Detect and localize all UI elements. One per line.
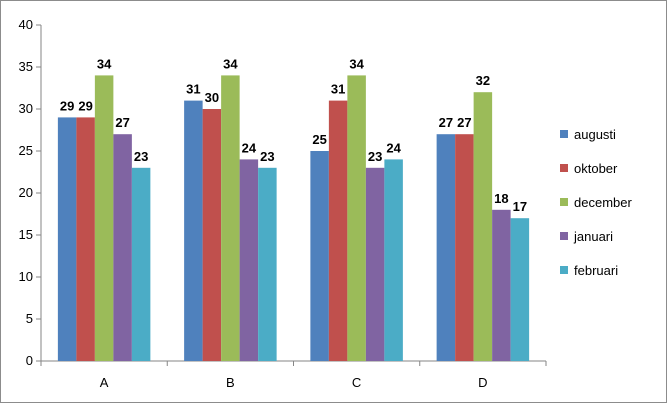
axes: 0 5 10 15 20 25 30 35 40 A B C D: [19, 17, 547, 390]
y-tick-label: 20: [19, 185, 33, 200]
data-label: 31: [186, 82, 200, 97]
bar-februari-C: [384, 159, 403, 361]
bar-augusti-C: [310, 151, 329, 361]
legend-swatch-februari: [560, 266, 568, 274]
x-tick-label: D: [478, 375, 487, 390]
legend: augusti oktober december januari februari: [560, 127, 632, 278]
legend-swatch-augusti: [560, 130, 568, 138]
data-label: 34: [223, 56, 238, 71]
bar-augusti-D: [436, 134, 456, 361]
data-label: 32: [476, 73, 490, 88]
data-label: 34: [97, 56, 112, 71]
bar-december-C: [347, 75, 366, 362]
legend-label: februari: [574, 263, 618, 278]
bar-oktober-B: [202, 109, 222, 361]
data-label: 34: [349, 56, 364, 71]
bar-december-A: [94, 75, 114, 362]
data-label: 23: [260, 149, 274, 164]
legend-label: oktober: [574, 161, 618, 176]
bar-januari-A: [113, 134, 132, 361]
data-label: 25: [312, 132, 326, 147]
y-tick-label: 0: [26, 353, 33, 368]
y-tick-label: 40: [19, 17, 33, 32]
data-label: 27: [115, 115, 129, 130]
data-label: 31: [331, 82, 345, 97]
y-tick-label: 5: [26, 311, 33, 326]
data-label: 27: [439, 115, 453, 130]
bar-december-B: [221, 75, 240, 362]
bar-januari-D: [492, 209, 511, 361]
data-label: 17: [513, 199, 527, 214]
y-tick-label: 25: [19, 143, 33, 158]
bar-augusti-A: [57, 117, 77, 362]
bar-oktober-A: [76, 117, 95, 362]
data-label: 30: [205, 90, 219, 105]
legend-swatch-januari: [560, 232, 568, 240]
y-tick-label: 15: [19, 227, 33, 242]
y-tick-label: 35: [19, 59, 33, 74]
legend-label: december: [574, 195, 632, 210]
legend-label: augusti: [574, 127, 616, 142]
data-label: 24: [386, 140, 401, 155]
legend-swatch-december: [560, 198, 568, 206]
bar-februari-A: [131, 167, 151, 361]
bars: [57, 75, 530, 362]
data-label: 23: [134, 149, 148, 164]
y-tick-label: 30: [19, 101, 33, 116]
bar-augusti-B: [184, 100, 203, 361]
x-tick-label: C: [352, 375, 361, 390]
bar-januari-B: [239, 159, 259, 361]
data-label: 24: [242, 140, 257, 155]
data-label: 27: [457, 115, 471, 130]
bar-februari-B: [258, 167, 277, 361]
bar-januari-C: [365, 167, 385, 361]
legend-swatch-oktober: [560, 164, 568, 172]
x-tick-label: B: [226, 375, 235, 390]
legend-label: januari: [573, 229, 613, 244]
data-label: 18: [494, 191, 508, 206]
bar-december-D: [473, 92, 493, 361]
data-label: 29: [60, 98, 74, 113]
y-tick-label: 10: [19, 269, 33, 284]
bar-februari-D: [510, 218, 530, 361]
bar-oktober-D: [455, 134, 474, 361]
data-label: 23: [368, 149, 382, 164]
x-tick-label: A: [100, 375, 109, 390]
bar-oktober-C: [328, 100, 348, 361]
data-label: 29: [78, 98, 92, 113]
